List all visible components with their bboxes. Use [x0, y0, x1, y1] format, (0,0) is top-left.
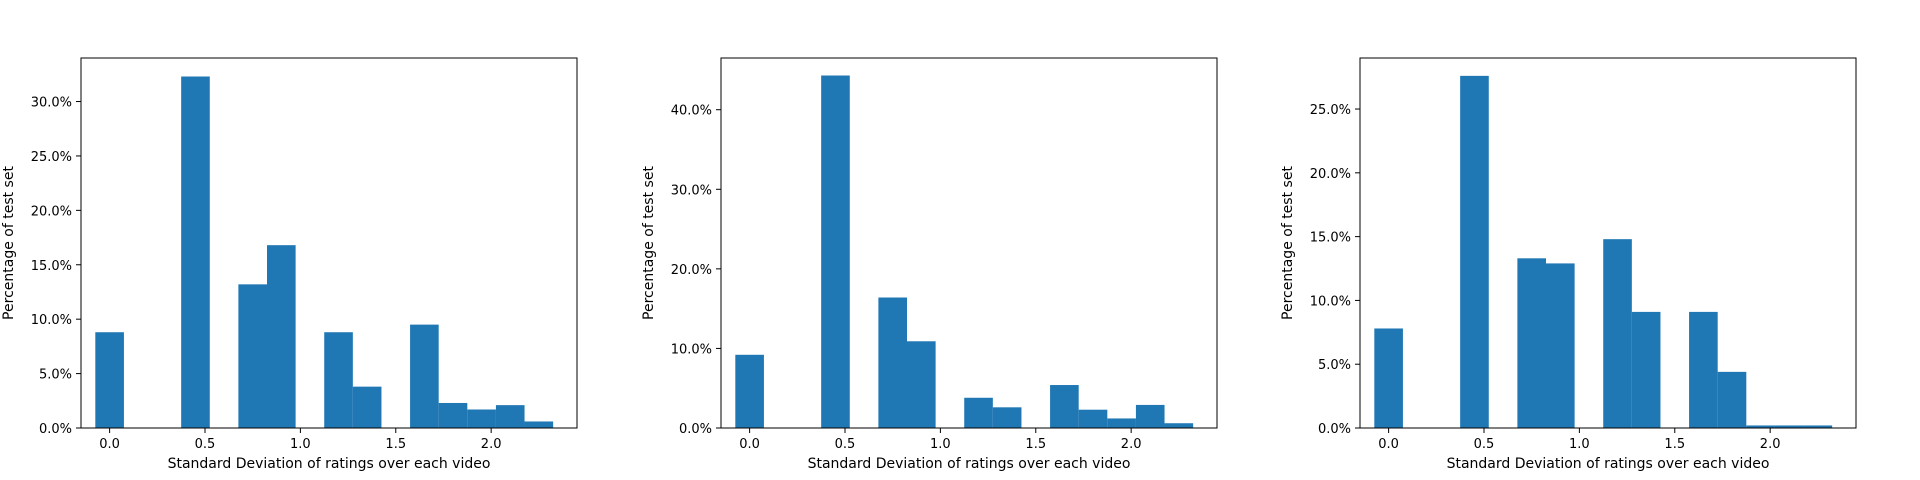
- y-tick-label: 20.0%: [671, 263, 712, 278]
- y-axis-label: Percentage of test set: [1280, 166, 1296, 320]
- x-axis-label: Standard Deviation of ratings over each …: [808, 456, 1131, 472]
- histogram-bar: [1631, 311, 1661, 428]
- histogram-bar: [410, 324, 439, 428]
- histogram-bar: [1135, 404, 1165, 428]
- y-axis-label: Percentage of test set: [1, 166, 17, 320]
- y-tick-label: 20.0%: [31, 204, 72, 219]
- histogram-bar: [1078, 409, 1108, 428]
- x-tick-label: 0.0: [99, 437, 120, 452]
- y-tick-label: 10.0%: [671, 342, 712, 357]
- y-tick-label: 30.0%: [671, 183, 712, 198]
- x-tick-label: 2.0: [1121, 437, 1142, 452]
- x-tick-label: 1.0: [930, 437, 951, 452]
- y-tick-label: 25.0%: [31, 150, 72, 165]
- x-tick-label: 2.0: [1760, 437, 1781, 452]
- histogram-bar: [1774, 425, 1804, 428]
- histogram-bar: [821, 75, 850, 429]
- x-tick-label: 1.0: [290, 437, 311, 452]
- histogram-panel-3: 0.0 0.5 1.0 1.5 2.0 0.0% 5.0% 10.0% 15.0% 20.0% 25…: [1280, 57, 1857, 472]
- histogram-bar: [1746, 425, 1775, 428]
- plot-frame: [1359, 57, 1857, 429]
- y-tick-label: 25.0%: [1310, 103, 1351, 118]
- y-tick-label: 20.0%: [1310, 167, 1351, 182]
- y-tick-label: 10.0%: [31, 313, 72, 328]
- histogram-bar: [1689, 311, 1718, 428]
- y-tick-label: 5.0%: [1318, 358, 1351, 373]
- x-axis-label: Standard Deviation of ratings over each …: [1447, 456, 1770, 472]
- histogram-bar: [238, 284, 267, 428]
- x-tick-label: 1.0: [1569, 437, 1590, 452]
- y-tick-label: 15.0%: [1310, 231, 1351, 246]
- histogram-bar: [495, 405, 525, 428]
- histogram-bar: [438, 402, 468, 428]
- y-tick-label: 0.0%: [39, 422, 72, 437]
- histogram-bar: [1164, 423, 1194, 428]
- histogram-bar: [1374, 328, 1403, 428]
- histogram-bar: [1803, 425, 1833, 428]
- x-tick-label: 2.0: [481, 437, 502, 452]
- histogram-bar: [524, 421, 554, 428]
- histogram-panel-1: 0.0 0.5 1.0 1.5 2.0 0.0% 5.0% 10.0% 15.0% 20.0% 25…: [1, 57, 578, 472]
- histogram-bar: [1050, 385, 1079, 428]
- plot-frame: [720, 57, 1218, 429]
- histogram-bar: [1460, 75, 1489, 429]
- histogram-bar: [1107, 418, 1136, 428]
- x-tick-label: 0.5: [1474, 437, 1495, 452]
- histogram-bar: [267, 245, 296, 428]
- histogram-bar: [95, 332, 124, 428]
- y-tick-label: 5.0%: [39, 368, 72, 383]
- histogram-bar: [992, 407, 1022, 428]
- histogram-bar: [964, 397, 993, 428]
- x-tick-label: 0.5: [835, 437, 856, 452]
- histogram-panel-2: 0.0 0.5 1.0 1.5 2.0 0.0% 10.0% 20.0% 30.0% 40.0% S…: [641, 57, 1218, 472]
- histogram-bar: [1717, 371, 1747, 428]
- y-tick-label: 30.0%: [31, 96, 72, 111]
- histogram-bar: [1603, 239, 1632, 428]
- histogram-bar: [1546, 263, 1575, 428]
- histogram-bar: [735, 354, 764, 428]
- x-tick-label: 0.0: [1378, 437, 1399, 452]
- y-tick-label: 0.0%: [1318, 422, 1351, 437]
- x-tick-label: 1.5: [1025, 437, 1046, 452]
- x-axis-label: Standard Deviation of ratings over each …: [168, 456, 491, 472]
- x-tick-label: 0.5: [195, 437, 216, 452]
- y-tick-label: 15.0%: [31, 259, 72, 274]
- x-tick-label: 1.5: [385, 437, 406, 452]
- x-tick-label: 1.5: [1664, 437, 1685, 452]
- y-tick-label: 10.0%: [1310, 294, 1351, 309]
- histogram-bar: [878, 297, 907, 428]
- histogram-bar: [324, 332, 353, 428]
- histogram-bar: [352, 386, 382, 428]
- plot-frame: [80, 57, 578, 429]
- y-axis-label: Percentage of test set: [641, 166, 657, 320]
- histogram-bar: [1517, 258, 1546, 428]
- histogram-bar: [467, 409, 496, 428]
- histogram-bar: [181, 76, 210, 428]
- histogram-bar: [907, 341, 936, 428]
- y-tick-label: 40.0%: [671, 104, 712, 119]
- x-tick-label: 0.0: [739, 437, 760, 452]
- y-tick-label: 0.0%: [679, 422, 712, 437]
